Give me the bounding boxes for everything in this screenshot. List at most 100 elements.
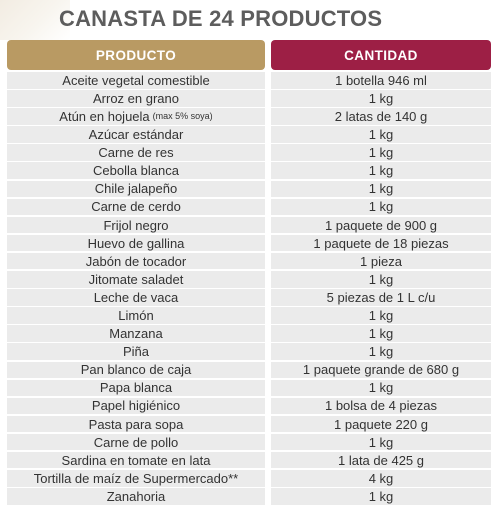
product-cell: Frijol negro — [7, 216, 265, 234]
product-cell: Carne de cerdo — [7, 198, 265, 216]
product-name: Zanahoria — [106, 488, 166, 504]
table-row: Pasta para sopa 1 paquete 220 g — [7, 415, 491, 433]
product-cell: Pan blanco de caja — [7, 361, 265, 378]
product-name: Chile jalapeño — [94, 181, 178, 197]
product-cell: Sardina en tomate en lata — [7, 451, 265, 469]
product-cell: Jabón de tocador — [7, 252, 265, 270]
table-header-row: PRODUCTO CANTIDAD — [7, 40, 491, 70]
table-row: Leche de vaca 5 piezas de 1 L c/u — [7, 289, 491, 306]
product-name: Carne de pollo — [93, 434, 179, 450]
product-name: Jabón de tocador — [85, 253, 187, 269]
table-row: Aceite vegetal comestible 1 botella 946 … — [7, 72, 491, 89]
product-name: Limón — [118, 307, 154, 323]
product-name: Tortilla de maíz de Supermercado** — [33, 470, 239, 486]
product-name: Frijol negro — [103, 217, 169, 233]
product-cell: Arroz en grano — [7, 90, 265, 107]
table-row: Arroz en grano 1 kg — [7, 90, 491, 107]
quantity-cell: 4 kg — [271, 470, 491, 487]
product-name: Pan blanco de caja — [80, 362, 192, 378]
table-row: Carne de res 1 kg — [7, 144, 491, 161]
quantity-cell: 1 kg — [271, 180, 491, 198]
product-name: Leche de vaca — [93, 289, 179, 305]
product-name: Aceite vegetal comestible — [62, 72, 210, 88]
table-row: Carne de cerdo 1 kg — [7, 198, 491, 216]
product-cell: Chile jalapeño — [7, 180, 265, 198]
product-name: Arroz en grano — [93, 90, 179, 106]
product-cell: Leche de vaca — [7, 289, 265, 306]
product-cell: Zanahoria — [7, 488, 265, 505]
product-name: Papa blanca — [99, 380, 173, 396]
product-cell: Carne de res — [7, 144, 265, 161]
table-row: Carne de pollo 1 kg — [7, 433, 491, 451]
table-row: Manzana 1 kg — [7, 325, 491, 342]
table-row: Papa blanca 1 kg — [7, 379, 491, 397]
product-name: Jitomate saladet — [88, 271, 184, 287]
quantity-cell: 5 piezas de 1 L c/u — [271, 289, 491, 306]
table-row: Azúcar estándar 1 kg — [7, 126, 491, 143]
table-row: Frijol negro 1 paquete de 900 g — [7, 216, 491, 234]
product-cell: Atún en hojuela (max 5% soya) — [7, 108, 265, 125]
product-column-header: PRODUCTO — [7, 40, 265, 70]
quantity-cell: 1 kg — [271, 271, 491, 288]
quantity-cell: 1 kg — [271, 307, 491, 324]
product-cell: Carne de pollo — [7, 433, 265, 451]
quantity-column-header: CANTIDAD — [271, 40, 491, 70]
quantity-cell: 1 paquete 220 g — [271, 415, 491, 433]
quantity-cell: 1 kg — [271, 343, 491, 360]
table-row: Tortilla de maíz de Supermercado** 4 kg — [7, 470, 491, 487]
table-row: Limón 1 kg — [7, 307, 491, 324]
quantity-cell: 1 lata de 425 g — [271, 451, 491, 469]
quantity-cell: 1 kg — [271, 162, 491, 179]
quantity-cell: 1 paquete de 900 g — [271, 216, 491, 234]
table-row: Cebolla blanca 1 kg — [7, 162, 491, 179]
product-cell: Azúcar estándar — [7, 126, 265, 143]
products-table: PRODUCTO CANTIDAD Aceite vegetal comesti… — [7, 40, 491, 506]
product-cell: Tortilla de maíz de Supermercado** — [7, 470, 265, 487]
product-cell: Huevo de gallina — [7, 234, 265, 252]
quantity-cell: 1 pieza — [271, 252, 491, 270]
product-name: Huevo de gallina — [87, 235, 185, 251]
table-row: Pan blanco de caja 1 paquete grande de 6… — [7, 361, 491, 378]
product-cell: Aceite vegetal comestible — [7, 72, 265, 89]
table-row: Jabón de tocador 1 pieza — [7, 252, 491, 270]
quantity-cell: 1 kg — [271, 325, 491, 342]
quantity-cell: 1 kg — [271, 126, 491, 143]
quantity-cell: 2 latas de 140 g — [271, 108, 491, 125]
quantity-cell: 1 kg — [271, 488, 491, 505]
product-cell: Limón — [7, 307, 265, 324]
product-cell: Cebolla blanca — [7, 162, 265, 179]
product-name: Papel higiénico — [91, 398, 181, 414]
quantity-cell: 1 bolsa de 4 piezas — [271, 397, 491, 415]
product-name: Carne de cerdo — [91, 199, 181, 215]
table-row: Zanahoria 1 kg — [7, 488, 491, 505]
product-name: Azúcar estándar — [88, 127, 184, 143]
quantity-cell: 1 paquete grande de 680 g — [271, 361, 491, 378]
product-cell: Jitomate saladet — [7, 271, 265, 288]
quantity-cell: 1 kg — [271, 198, 491, 216]
product-cell: Papa blanca — [7, 379, 265, 397]
page-title: CANASTA DE 24 PRODUCTOS — [59, 6, 383, 31]
product-name: Sardina en tomate en lata — [61, 452, 211, 468]
table-row: Jitomate saladet 1 kg — [7, 271, 491, 288]
quantity-cell: 1 botella 946 ml — [271, 72, 491, 89]
table-row: Papel higiénico 1 bolsa de 4 piezas — [7, 397, 491, 415]
table-row: Piña 1 kg — [7, 343, 491, 360]
table-row: Chile jalapeño 1 kg — [7, 180, 491, 198]
product-cell: Papel higiénico — [7, 397, 265, 415]
product-cell: Piña — [7, 343, 265, 360]
product-name: Manzana — [109, 326, 163, 342]
product-cell: Manzana — [7, 325, 265, 342]
product-name: Carne de res — [98, 145, 174, 161]
quantity-cell: 1 kg — [271, 379, 491, 397]
product-cell: Pasta para sopa — [7, 415, 265, 433]
quantity-cell: 1 paquete de 18 piezas — [271, 234, 491, 252]
quantity-cell: 1 kg — [271, 144, 491, 161]
product-name: Atún en hojuela — [59, 108, 150, 124]
corner-decoration — [0, 0, 70, 40]
product-name: Cebolla blanca — [92, 163, 179, 179]
table-row: Atún en hojuela (max 5% soya) 2 latas de … — [7, 108, 491, 125]
quantity-cell: 1 kg — [271, 433, 491, 451]
table-row: Huevo de gallina 1 paquete de 18 piezas — [7, 234, 491, 252]
quantity-cell: 1 kg — [271, 90, 491, 107]
table-row: Sardina en tomate en lata 1 lata de 425 … — [7, 451, 491, 469]
